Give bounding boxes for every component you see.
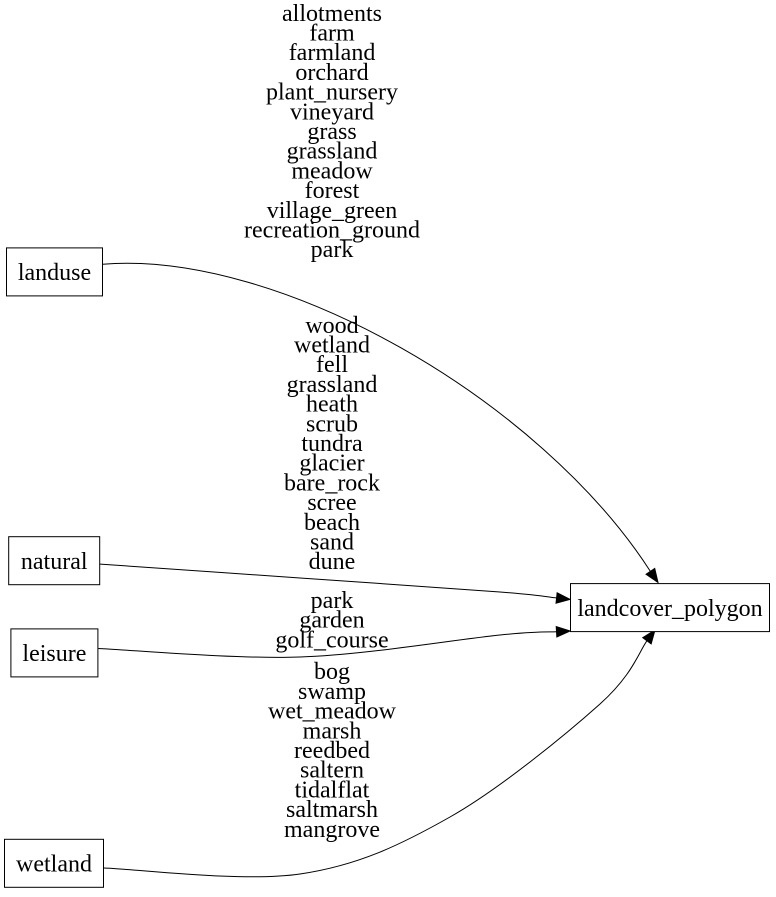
svg-text:golf_course: golf_course (275, 627, 388, 653)
svg-text:landuse: landuse (18, 260, 91, 286)
svg-text:dune: dune (309, 549, 356, 575)
svg-text:leisure: leisure (22, 641, 86, 667)
svg-text:wetland: wetland (16, 852, 92, 878)
svg-text:mangrove: mangrove (284, 817, 380, 843)
svg-text:natural: natural (21, 549, 88, 575)
svg-text:park: park (311, 237, 354, 263)
svg-text:landcover_polygon: landcover_polygon (577, 596, 762, 622)
